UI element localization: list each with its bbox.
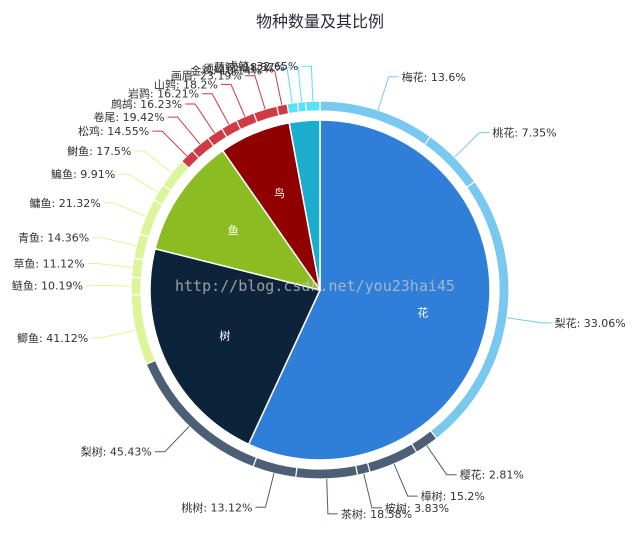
inner-pie: 花树 鱼 鸟 xyxy=(149,119,491,461)
ring-label: 桉树: 3.83% xyxy=(385,501,449,515)
ring-label: 梨树: 45.43% xyxy=(81,445,152,459)
pie-label-鱼: 鱼 xyxy=(228,223,239,237)
ring-label: 鹧鸪: 16.23% xyxy=(111,97,182,111)
label-connector xyxy=(152,130,188,157)
outer-labels: 梅花: 13.6% 桃花: 7.35% 梨花: 33.06% 樱花: 2.81% 樟树:… xyxy=(12,59,626,521)
label-connector xyxy=(377,76,399,111)
ring-label: 画眉: 23.19% xyxy=(171,70,242,83)
label-connector xyxy=(277,67,293,104)
label-connector xyxy=(103,202,147,217)
ring-label: 鲢鱼: 10.19% xyxy=(12,278,83,292)
ring-segment xyxy=(252,105,280,124)
label-connector xyxy=(454,132,490,158)
ring-segment xyxy=(130,276,143,296)
label-connector xyxy=(326,478,338,515)
outer-ring xyxy=(130,100,510,480)
ring-label: 虎鲸: 32.65% xyxy=(227,59,298,73)
ring-segment xyxy=(294,464,359,480)
watermark: http://blog.csdn.net/you23hai45 xyxy=(175,277,455,295)
label-connector xyxy=(288,66,302,102)
label-connector xyxy=(185,103,216,134)
ring-label: 草鱼: 11.12% xyxy=(13,257,84,271)
ring-label: 金鸡: 10.14% xyxy=(191,64,262,78)
ring-segment xyxy=(130,257,145,279)
label-connector xyxy=(91,329,136,339)
label-connector xyxy=(221,83,246,117)
pie-slice-鱼 xyxy=(154,149,322,292)
ring-label: 鲫鱼: 41.12% xyxy=(17,331,88,345)
label-connector xyxy=(363,473,382,509)
pie-label-花: 花 xyxy=(417,307,428,320)
label-connector xyxy=(244,75,266,110)
ring-label: 茶树: 18.58% xyxy=(341,507,412,521)
ring-segment xyxy=(138,198,164,238)
ring-label: 桃树: 13.12% xyxy=(181,500,252,514)
chart-title: 物种数量及其比例 xyxy=(256,12,384,31)
ring-label: 松鸡: 14.55% xyxy=(78,124,149,138)
pie-label-鸟: 鸟 xyxy=(274,186,285,200)
label-connector xyxy=(426,445,457,476)
label-connector xyxy=(255,473,275,508)
ring-label: 山鹑: 18.2% xyxy=(154,77,218,91)
ring-label: 鳊鱼: 9.91% xyxy=(51,167,115,181)
ring-label: 梅花: 13.6% xyxy=(402,70,466,84)
ring-segment xyxy=(252,456,298,479)
label-connector xyxy=(506,317,552,324)
label-connector xyxy=(167,116,201,145)
ring-label: 青鱼: 14.36% xyxy=(18,231,89,245)
ring-segment xyxy=(133,233,150,261)
ring-label: 须鲸: 24.12% xyxy=(203,61,274,75)
pie-slice-花 xyxy=(247,119,491,461)
ring-label: 桃花: 7.35% xyxy=(492,126,556,140)
label-connector xyxy=(154,426,190,453)
ring-label: 樟树: 15.2% xyxy=(421,489,485,503)
pie-slice-树 xyxy=(149,247,322,446)
pie-slice-other xyxy=(288,119,321,291)
label-connector xyxy=(202,93,230,125)
ring-segment xyxy=(296,100,307,113)
ring-label: 蓝鲸: 18.37% xyxy=(214,60,285,74)
label-connector xyxy=(301,65,314,102)
label-connector xyxy=(86,284,132,287)
label-connector xyxy=(134,150,173,174)
pie-label-树: 树 xyxy=(219,329,230,343)
label-connector xyxy=(87,263,133,269)
label-connector xyxy=(264,70,283,106)
ring-label: 岩鹨: 16.21% xyxy=(128,87,199,101)
ring-segment xyxy=(286,101,300,115)
ring-label: 樱花: 2.81% xyxy=(460,469,524,482)
ring-label: 卷尾: 19.42% xyxy=(93,110,164,124)
label-connector xyxy=(118,173,159,193)
ring-segment xyxy=(304,100,321,113)
label-connector xyxy=(92,237,137,247)
ring-label: 梨花: 33.06% xyxy=(555,316,626,330)
label-connector xyxy=(393,463,418,497)
ring-label: 鳙鱼: 21.32% xyxy=(30,196,101,210)
ring-label: 鲥鱼: 17.5% xyxy=(67,144,131,158)
